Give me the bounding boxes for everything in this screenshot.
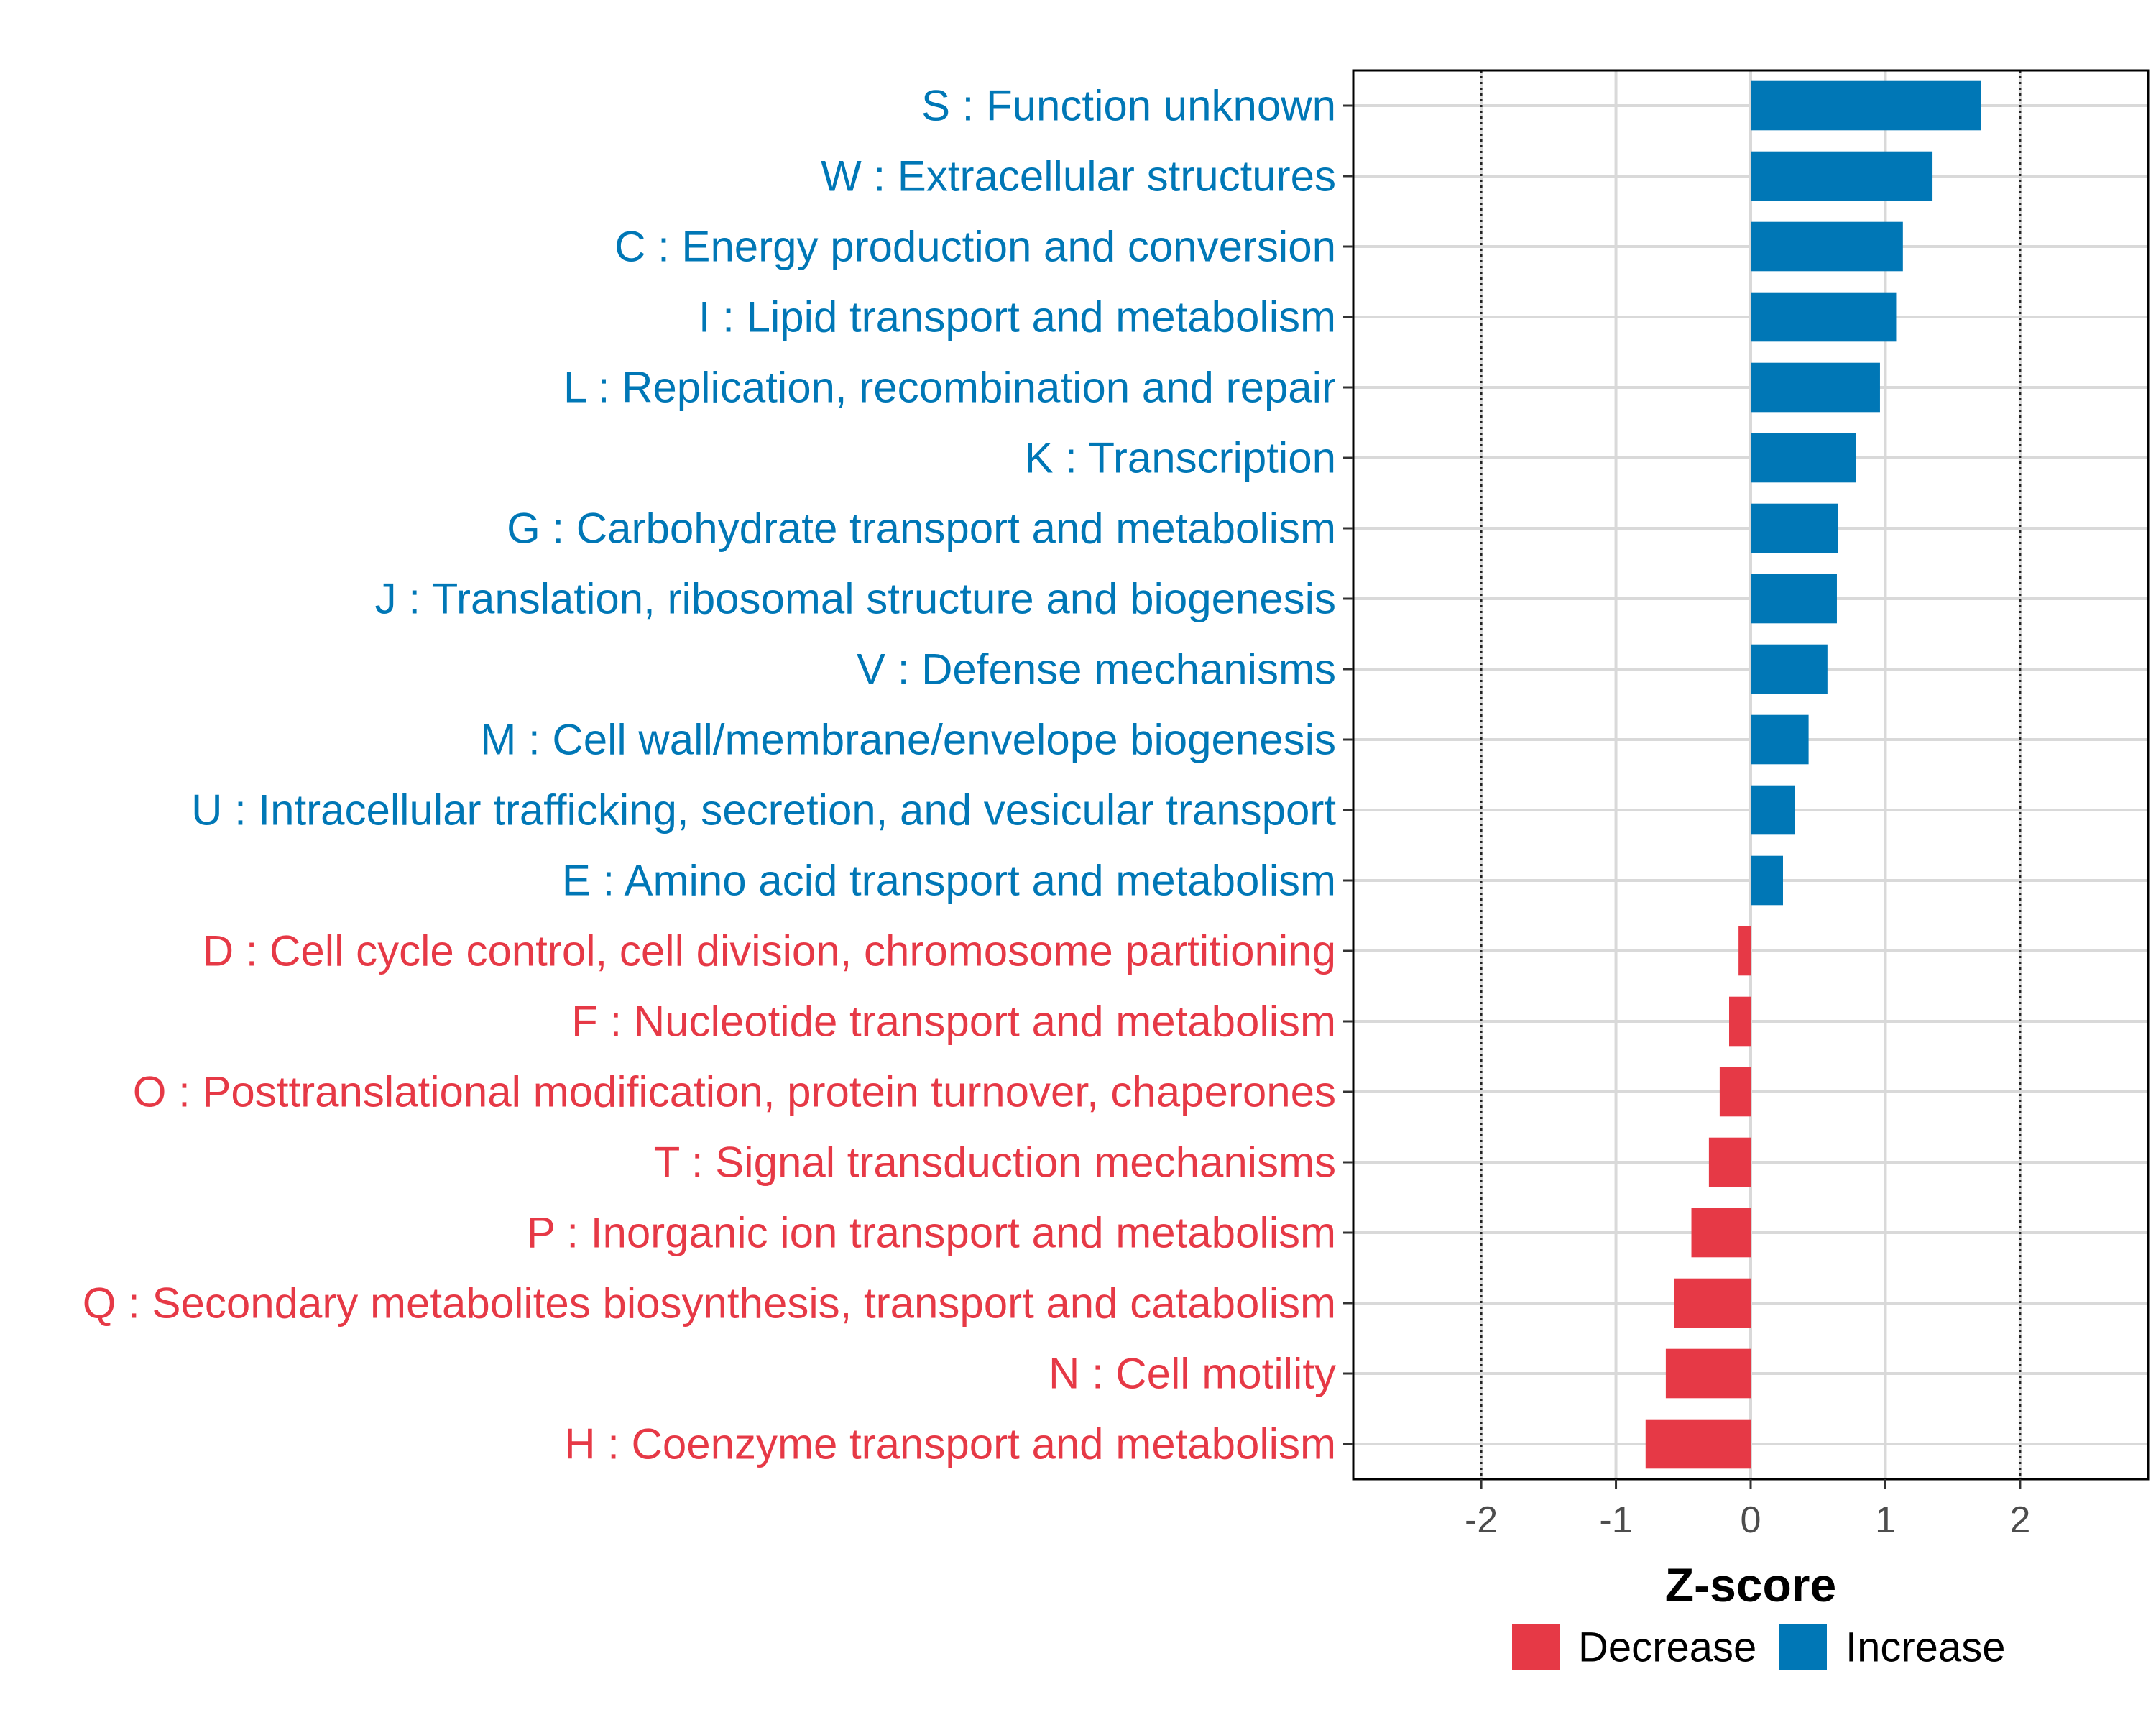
bar [1751, 785, 1795, 835]
x-tick-label: -2 [1465, 1499, 1498, 1541]
legend-key-decrease [1512, 1624, 1560, 1670]
legend-label-increase: Increase [1846, 1624, 2005, 1671]
bar [1691, 1208, 1751, 1258]
category-label: H : Coenzyme transport and metabolism [564, 1420, 1336, 1468]
bar [1674, 1278, 1751, 1328]
category-label: F : Nucleotide transport and metabolism [571, 998, 1336, 1046]
x-axis-ticks [1480, 1479, 2022, 1489]
category-label: I : Lipid transport and metabolism [699, 293, 1336, 341]
x-tick-label: 0 [1741, 1499, 1761, 1541]
bar [1729, 996, 1751, 1046]
bar [1751, 503, 1838, 553]
category-label: J : Translation, ribosomal structure and… [375, 575, 1336, 623]
bar [1738, 926, 1751, 976]
bar [1751, 292, 1897, 342]
bar [1665, 1348, 1751, 1399]
bar [1751, 433, 1856, 483]
y-axis-ticks [1343, 104, 1353, 1445]
category-label: P : Inorganic ion transport and metaboli… [527, 1209, 1336, 1257]
category-label: W : Extracellular structures [821, 152, 1336, 201]
category-label: T : Signal transduction mechanisms [654, 1138, 1336, 1187]
x-axis-labels: -2 -1 0 1 2 [1465, 1499, 2030, 1541]
bar [1751, 644, 1828, 694]
bar [1751, 574, 1837, 624]
legend: Decrease Increase [1512, 1624, 2005, 1671]
reference-lines [1480, 70, 2022, 1479]
grid-layer [1353, 70, 2148, 1479]
bar [1751, 714, 1809, 765]
category-label: E : Amino acid transport and metabolism [562, 857, 1336, 905]
x-axis-title: Z-score [1665, 1558, 1836, 1611]
bar [1751, 80, 1981, 131]
bar [1751, 151, 1933, 201]
category-label: D : Cell cycle control, cell division, c… [203, 927, 1336, 975]
category-label: V : Defense mechanisms [857, 645, 1336, 694]
bar [1645, 1419, 1751, 1469]
x-tick-label: -1 [1599, 1499, 1632, 1541]
x-tick-label: 2 [2009, 1499, 2030, 1541]
category-label: K : Transcription [1024, 434, 1336, 482]
bars-layer [1645, 80, 1981, 1469]
category-label: G : Carbohydrate transport and metabolis… [507, 505, 1336, 553]
x-tick-label: 1 [1875, 1499, 1896, 1541]
legend-key-increase [1779, 1624, 1827, 1670]
category-label: L : Replication, recombination and repai… [563, 364, 1336, 412]
bar [1751, 855, 1783, 906]
bar [1751, 221, 1903, 272]
category-label: O : Posttranslational modification, prot… [133, 1068, 1336, 1116]
category-label: N : Cell motility [1049, 1350, 1336, 1398]
legend-label-decrease: Decrease [1578, 1624, 1756, 1671]
category-label: S : Function unknown [921, 82, 1336, 130]
bar [1751, 362, 1880, 413]
category-label: C : Energy production and conversion [614, 223, 1336, 271]
bar [1719, 1067, 1751, 1117]
category-label: Q : Secondary metabolites biosynthesis, … [83, 1279, 1336, 1328]
bar [1708, 1137, 1751, 1187]
category-label: M : Cell wall/membrane/envelope biogenes… [480, 716, 1336, 764]
y-axis-labels: S : Function unknown W : Extracellular st… [83, 82, 1337, 1468]
category-label: U : Intracellular trafficking, secretion… [191, 786, 1336, 834]
